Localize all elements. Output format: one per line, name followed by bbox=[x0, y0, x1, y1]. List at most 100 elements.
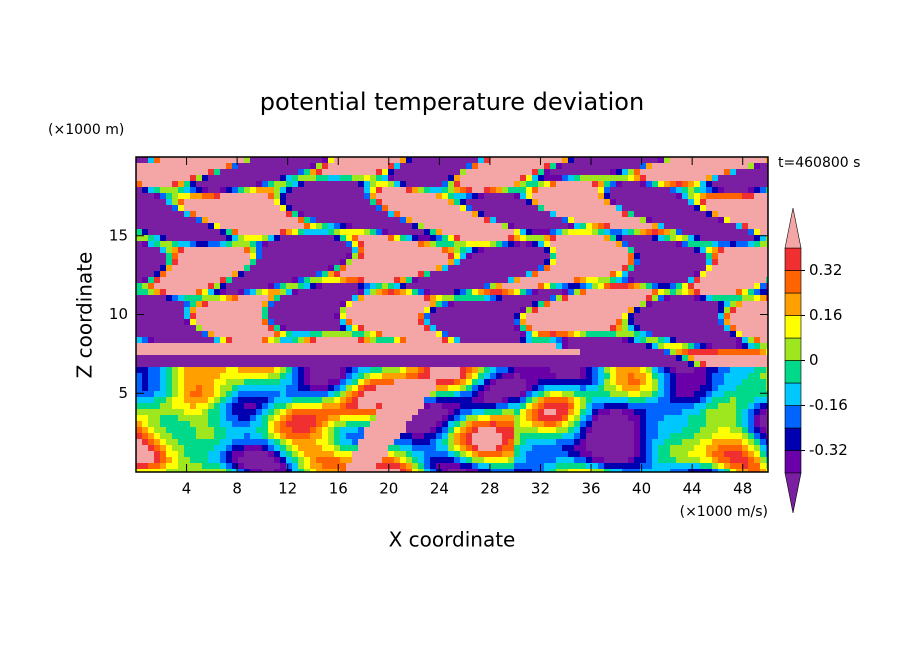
field-cell bbox=[472, 163, 479, 170]
field-cell bbox=[376, 193, 383, 200]
field-cell bbox=[430, 217, 437, 224]
field-cell bbox=[442, 313, 449, 320]
field-cell bbox=[760, 367, 767, 374]
field-cell bbox=[244, 349, 251, 356]
field-cell bbox=[340, 217, 347, 224]
field-cell bbox=[274, 277, 281, 284]
field-cell bbox=[220, 271, 227, 278]
field-cell bbox=[202, 361, 209, 368]
field-cell bbox=[658, 205, 665, 212]
field-cell bbox=[646, 379, 653, 386]
field-cell bbox=[652, 313, 659, 320]
field-cell bbox=[694, 391, 701, 398]
field-cell bbox=[400, 181, 407, 188]
field-cell bbox=[376, 277, 383, 284]
field-cell bbox=[664, 169, 671, 176]
field-cell bbox=[724, 259, 731, 266]
field-cell bbox=[724, 409, 731, 416]
field-cell bbox=[172, 271, 179, 278]
field-cell bbox=[154, 193, 161, 200]
field-cell bbox=[178, 235, 185, 242]
field-cell bbox=[412, 277, 419, 284]
field-cell bbox=[238, 415, 245, 422]
field-cell bbox=[448, 349, 455, 356]
field-cell bbox=[238, 229, 245, 236]
field-cell bbox=[544, 355, 551, 362]
field-cell bbox=[436, 379, 443, 386]
field-cell bbox=[550, 373, 557, 380]
field-cell bbox=[256, 403, 263, 410]
field-cell bbox=[202, 271, 209, 278]
field-cell bbox=[634, 331, 641, 338]
y-axis-label: Z coordinate bbox=[73, 252, 97, 379]
field-cell bbox=[718, 169, 725, 176]
field-cell bbox=[442, 169, 449, 176]
field-cell bbox=[310, 313, 317, 320]
field-cell bbox=[316, 415, 323, 422]
field-cell bbox=[640, 325, 647, 332]
field-cell bbox=[490, 301, 497, 308]
field-cell bbox=[472, 325, 479, 332]
field-cell bbox=[466, 247, 473, 254]
field-cell bbox=[538, 307, 545, 314]
field-cell bbox=[286, 241, 293, 248]
field-cell bbox=[694, 409, 701, 416]
field-cell bbox=[658, 355, 665, 362]
field-cell bbox=[580, 223, 587, 230]
field-cell bbox=[322, 175, 329, 182]
field-cell bbox=[496, 235, 503, 242]
field-cell bbox=[580, 379, 587, 386]
field-cell bbox=[232, 175, 239, 182]
field-cell bbox=[562, 373, 569, 380]
field-cell bbox=[508, 427, 515, 434]
field-cell bbox=[280, 265, 287, 272]
field-cell bbox=[436, 433, 443, 440]
field-cell bbox=[646, 211, 653, 218]
field-cell bbox=[520, 307, 527, 314]
field-cell bbox=[226, 409, 233, 416]
field-cell bbox=[610, 307, 617, 314]
field-cell bbox=[622, 307, 629, 314]
field-cell bbox=[694, 217, 701, 224]
field-cell bbox=[424, 373, 431, 380]
field-cell bbox=[226, 379, 233, 386]
field-cell bbox=[532, 361, 539, 368]
field-cell bbox=[286, 421, 293, 428]
field-cell bbox=[214, 349, 221, 356]
field-cell bbox=[658, 433, 665, 440]
field-cell bbox=[382, 379, 389, 386]
field-cell bbox=[754, 409, 761, 416]
field-cell bbox=[658, 247, 665, 254]
field-cell bbox=[226, 229, 233, 236]
field-cell bbox=[172, 295, 179, 302]
field-cell bbox=[718, 331, 725, 338]
field-cell bbox=[706, 379, 713, 386]
field-cell bbox=[616, 259, 623, 266]
field-cell bbox=[148, 373, 155, 380]
field-cell bbox=[196, 271, 203, 278]
field-cell bbox=[376, 163, 383, 170]
field-cell bbox=[706, 271, 713, 278]
field-cell bbox=[718, 277, 725, 284]
field-cell bbox=[742, 241, 749, 248]
field-cell bbox=[400, 361, 407, 368]
field-cell bbox=[736, 433, 743, 440]
field-cell bbox=[628, 259, 635, 266]
field-cell bbox=[328, 169, 335, 176]
field-cell bbox=[628, 409, 635, 416]
field-cell bbox=[280, 379, 287, 386]
field-cell bbox=[256, 163, 263, 170]
field-cell bbox=[508, 169, 515, 176]
field-cell bbox=[574, 319, 581, 326]
field-cell bbox=[340, 355, 347, 362]
field-cell bbox=[262, 181, 269, 188]
field-cell bbox=[748, 163, 755, 170]
field-cell bbox=[244, 247, 251, 254]
field-cell bbox=[718, 319, 725, 326]
field-cell bbox=[556, 181, 563, 188]
field-cell bbox=[466, 319, 473, 326]
field-cell bbox=[256, 175, 263, 182]
field-cell bbox=[676, 319, 683, 326]
field-cell bbox=[508, 355, 515, 362]
field-cell bbox=[520, 343, 527, 350]
